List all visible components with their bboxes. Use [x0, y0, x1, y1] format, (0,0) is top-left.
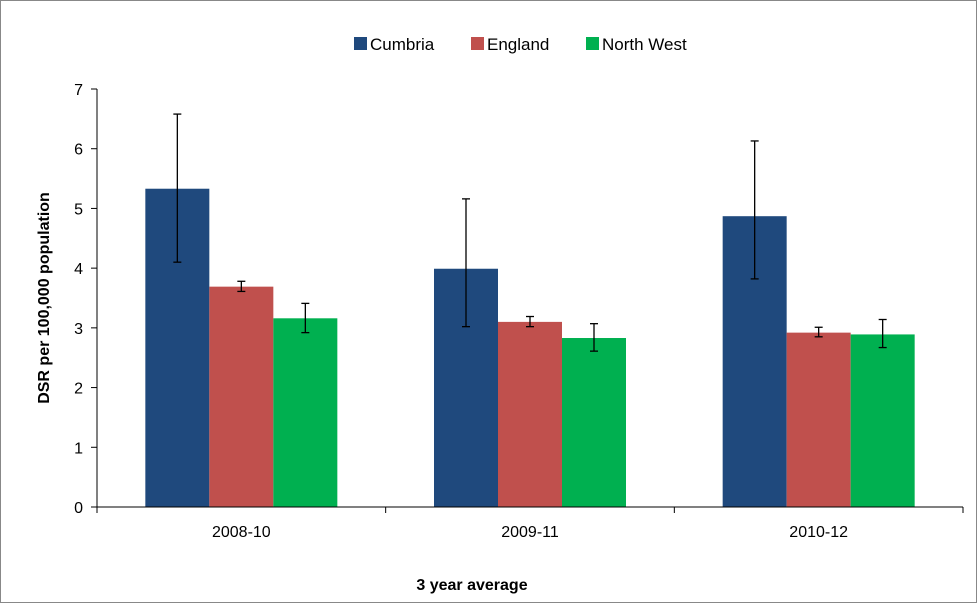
y-tick-label: 0 — [74, 500, 83, 517]
bar — [209, 286, 274, 507]
legend-swatch — [354, 37, 367, 50]
bar — [498, 321, 562, 507]
x-tick-label: 2010-12 — [789, 524, 848, 541]
bars — [145, 188, 915, 508]
y-axis-title: DSR per 100,000 population — [36, 192, 53, 404]
error-bars — [173, 113, 887, 352]
y-tick-label: 6 — [74, 142, 83, 159]
x-tick-label: 2009-11 — [501, 524, 559, 541]
x-tick-label: 2008-10 — [212, 524, 271, 541]
axes: 0 1 2 3 4 5 6 7 2008-10 2009-11 2010-12 — [74, 82, 964, 541]
y-tick-label: 4 — [74, 261, 83, 278]
bar — [786, 332, 851, 507]
bar — [850, 334, 915, 507]
legend: Cumbria England North West — [354, 35, 687, 54]
bar — [273, 318, 338, 507]
y-tick-label: 2 — [74, 381, 83, 398]
y-tick-label: 3 — [74, 321, 83, 338]
legend-label: North West — [602, 35, 687, 54]
legend-label: Cumbria — [370, 35, 435, 54]
y-tick-label: 5 — [74, 201, 83, 218]
y-tick-label: 7 — [74, 82, 83, 99]
legend-swatch — [471, 37, 484, 50]
y-tick-label: 1 — [74, 440, 83, 457]
legend-label: England — [487, 35, 549, 54]
bar — [562, 338, 626, 507]
legend-swatch — [586, 37, 599, 50]
x-axis-title: 3 year average — [416, 577, 527, 594]
